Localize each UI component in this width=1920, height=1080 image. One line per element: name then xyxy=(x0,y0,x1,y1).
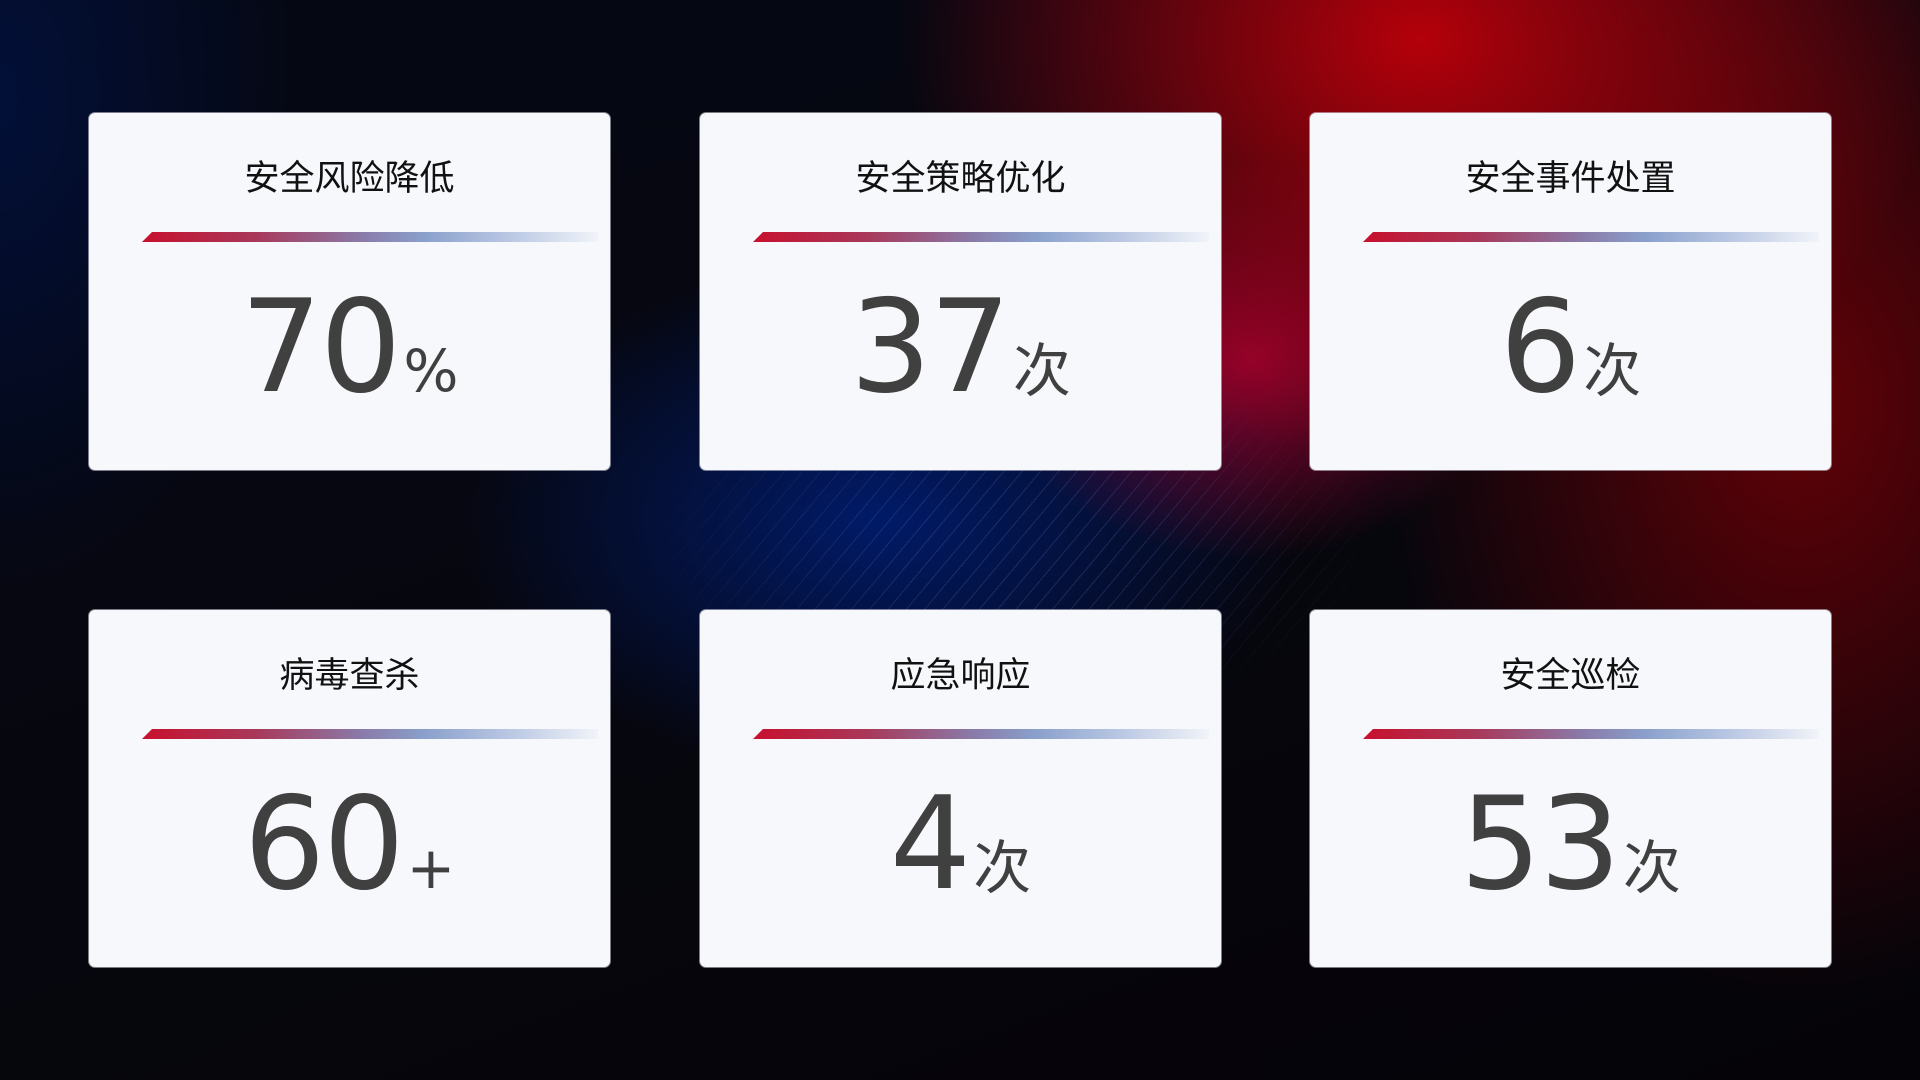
card-title: 安全策略优化 xyxy=(855,159,1066,199)
gradient-divider xyxy=(1363,729,1819,739)
card-value: 6次 xyxy=(1310,273,1831,461)
card-title: 病毒查杀 xyxy=(279,656,420,696)
stat-card-policy-optimization: 安全策略优化 37次 xyxy=(700,113,1221,470)
value-number: 60 xyxy=(243,770,405,919)
value-number: 70 xyxy=(240,273,402,422)
gradient-divider xyxy=(142,729,598,739)
card-value: 60+ xyxy=(89,770,610,958)
stat-card-incident-handling: 安全事件处置 6次 xyxy=(1310,113,1831,470)
card-value: 70% xyxy=(89,273,610,461)
gradient-divider xyxy=(753,232,1209,242)
stat-card-risk-reduction: 安全风险降低 70% xyxy=(89,113,610,470)
card-value: 37次 xyxy=(700,273,1221,461)
gradient-divider xyxy=(142,232,598,242)
gradient-divider xyxy=(753,729,1209,739)
value-unit: + xyxy=(406,834,456,902)
value-number: 53 xyxy=(1460,770,1621,919)
value-number: 37 xyxy=(850,273,1011,422)
value-unit: 次 xyxy=(973,834,1032,902)
card-value: 53次 xyxy=(1310,770,1831,958)
value-unit: 次 xyxy=(1012,337,1071,405)
stat-card-virus-removal: 病毒查杀 60+ xyxy=(89,610,610,967)
stat-card-emergency-response: 应急响应 4次 xyxy=(700,610,1221,967)
gradient-divider xyxy=(1363,232,1819,242)
value-unit: 次 xyxy=(1622,834,1681,902)
value-unit: 次 xyxy=(1583,337,1642,405)
card-title: 安全风险降低 xyxy=(244,159,455,199)
card-value: 4次 xyxy=(700,770,1221,958)
card-title: 应急响应 xyxy=(890,656,1031,696)
card-title: 安全事件处置 xyxy=(1465,159,1676,199)
stat-card-security-patrol: 安全巡检 53次 xyxy=(1310,610,1831,967)
card-title: 安全巡检 xyxy=(1500,656,1641,696)
value-number: 6 xyxy=(1499,273,1581,422)
value-number: 4 xyxy=(889,770,971,919)
value-unit: % xyxy=(403,337,459,405)
